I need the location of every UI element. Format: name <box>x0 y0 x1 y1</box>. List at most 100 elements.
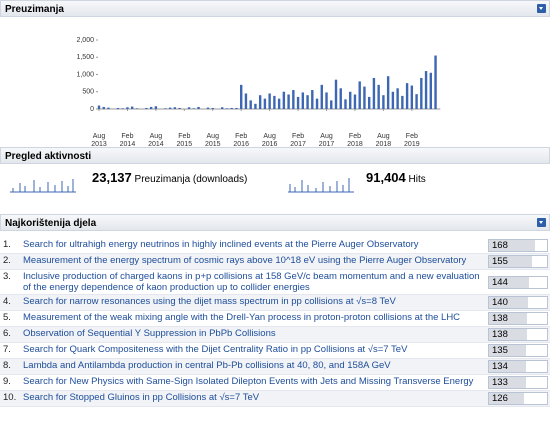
bar <box>434 55 437 109</box>
download-count: 140 <box>488 296 548 309</box>
bar <box>358 81 361 109</box>
count-value: 135 <box>492 345 508 356</box>
download-count: 135 <box>488 344 548 357</box>
y-tick-label: 1,000 <box>76 71 94 78</box>
work-row: 10. Search for Stopped Gluinos in pp Coll… <box>0 391 550 407</box>
x-tick-label: Aug 2014 <box>148 133 164 148</box>
section-title: Najkorištenija djela <box>5 218 97 229</box>
section-title: Pregled aktivnosti <box>5 151 92 162</box>
work-title[interactable]: Observation of Sequential Y Suppression … <box>23 328 276 339</box>
download-count: 134 <box>488 360 548 373</box>
rank: 8. <box>3 360 11 371</box>
work-title[interactable]: Inclusive production of charged kaons in… <box>23 271 480 293</box>
bar <box>258 95 262 109</box>
count-bar <box>489 329 528 340</box>
sparkline-icon <box>10 179 76 193</box>
bar <box>415 94 418 109</box>
download-count: 168 <box>488 239 548 252</box>
count-bar <box>489 256 532 267</box>
bar <box>405 83 409 109</box>
work-title[interactable]: Measurement of the energy spectrum of co… <box>23 255 467 266</box>
work-row: 8. Lambda and Antilambda production in ce… <box>0 359 550 375</box>
section-header: Preuzimanja <box>0 0 550 17</box>
work-title[interactable]: Search for narrow resonances using the d… <box>23 296 396 307</box>
count-bar <box>489 240 536 251</box>
dropdown-button[interactable] <box>537 4 546 13</box>
count-bar <box>489 297 528 308</box>
bar <box>263 98 267 109</box>
bar <box>311 90 314 109</box>
count-bar <box>489 276 529 288</box>
work-row: 9. Search for New Physics with Same-Sign … <box>0 375 550 391</box>
work-row: 2. Measurement of the energy spectrum of … <box>0 254 550 270</box>
x-tick-label: Feb 2019 <box>404 133 420 148</box>
bar <box>424 71 428 109</box>
work-title[interactable]: Search for Quark Compositeness with the … <box>23 344 408 355</box>
work-title[interactable]: Search for Stopped Gluinos in pp Collisi… <box>23 392 260 403</box>
bar <box>315 98 319 109</box>
y-tick-label: 2,000 <box>76 37 94 44</box>
bar <box>187 107 191 109</box>
downloads-chart: 0 500 1,000 1,500 2,000 <box>76 37 441 113</box>
count-value: 140 <box>492 297 508 308</box>
y-tick-label: 500 <box>82 89 94 96</box>
bar <box>386 76 390 109</box>
work-title[interactable]: Measurement of the weak mixing angle wit… <box>23 312 461 323</box>
work-row: 6. Observation of Sequential Y Suppressio… <box>0 327 550 343</box>
section-title: Preuzimanja <box>5 4 64 15</box>
bar <box>225 108 229 109</box>
work-row: 4. Search for narrow resonances using the… <box>0 295 550 311</box>
bar <box>273 95 276 109</box>
bar <box>154 106 158 109</box>
bar <box>325 92 328 109</box>
count-value: 133 <box>492 377 508 388</box>
x-tick-label: Feb 2018 <box>347 133 363 148</box>
bar <box>149 106 153 109</box>
x-tick-label: Feb 2016 <box>233 133 249 148</box>
count-value: 138 <box>492 313 508 324</box>
download-count: 155 <box>488 255 548 268</box>
bar <box>102 106 105 109</box>
bar <box>126 107 129 109</box>
section-header: Pregled aktivnosti <box>0 147 550 164</box>
bar <box>391 91 395 109</box>
bar <box>173 107 177 109</box>
work-title[interactable]: Lambda and Antilambda production in cent… <box>23 360 391 371</box>
bar <box>287 94 290 109</box>
bar <box>420 77 423 109</box>
bar <box>292 90 295 109</box>
rank: 3. <box>3 271 11 282</box>
rank: 5. <box>3 312 11 323</box>
works-list: 1. Search for ultrahigh energy neutrinos … <box>0 238 550 407</box>
count-value: 144 <box>492 276 508 288</box>
bar <box>372 77 376 109</box>
count-bar <box>489 377 526 388</box>
bar <box>254 103 257 109</box>
x-tick-label: Aug 2017 <box>318 133 335 148</box>
work-title[interactable]: Search for New Physics with Same-Sign Is… <box>23 376 474 387</box>
stat-value: 91,404 <box>366 170 406 185</box>
bar <box>344 99 347 109</box>
x-tick-label: Aug 2013 <box>91 133 107 148</box>
x-tick-label: Feb 2017 <box>290 133 306 148</box>
bar <box>97 105 101 109</box>
rank: 7. <box>3 344 11 355</box>
rank: 6. <box>3 328 11 339</box>
work-title[interactable]: Search for ultrahigh energy neutrinos in… <box>23 239 419 250</box>
bar <box>178 107 181 109</box>
bar <box>197 106 200 109</box>
bar <box>334 79 338 109</box>
bar <box>211 107 214 109</box>
count-bar <box>489 345 527 356</box>
bar <box>349 91 352 109</box>
bar <box>107 107 110 109</box>
download-count: 126 <box>488 392 548 405</box>
download-count: 138 <box>488 312 548 325</box>
count-bar <box>489 313 528 324</box>
bar <box>121 108 124 109</box>
bar <box>135 108 139 109</box>
rank: 4. <box>3 296 11 307</box>
bar <box>429 72 432 109</box>
rank: 9. <box>3 376 11 387</box>
dropdown-button[interactable] <box>537 218 546 227</box>
